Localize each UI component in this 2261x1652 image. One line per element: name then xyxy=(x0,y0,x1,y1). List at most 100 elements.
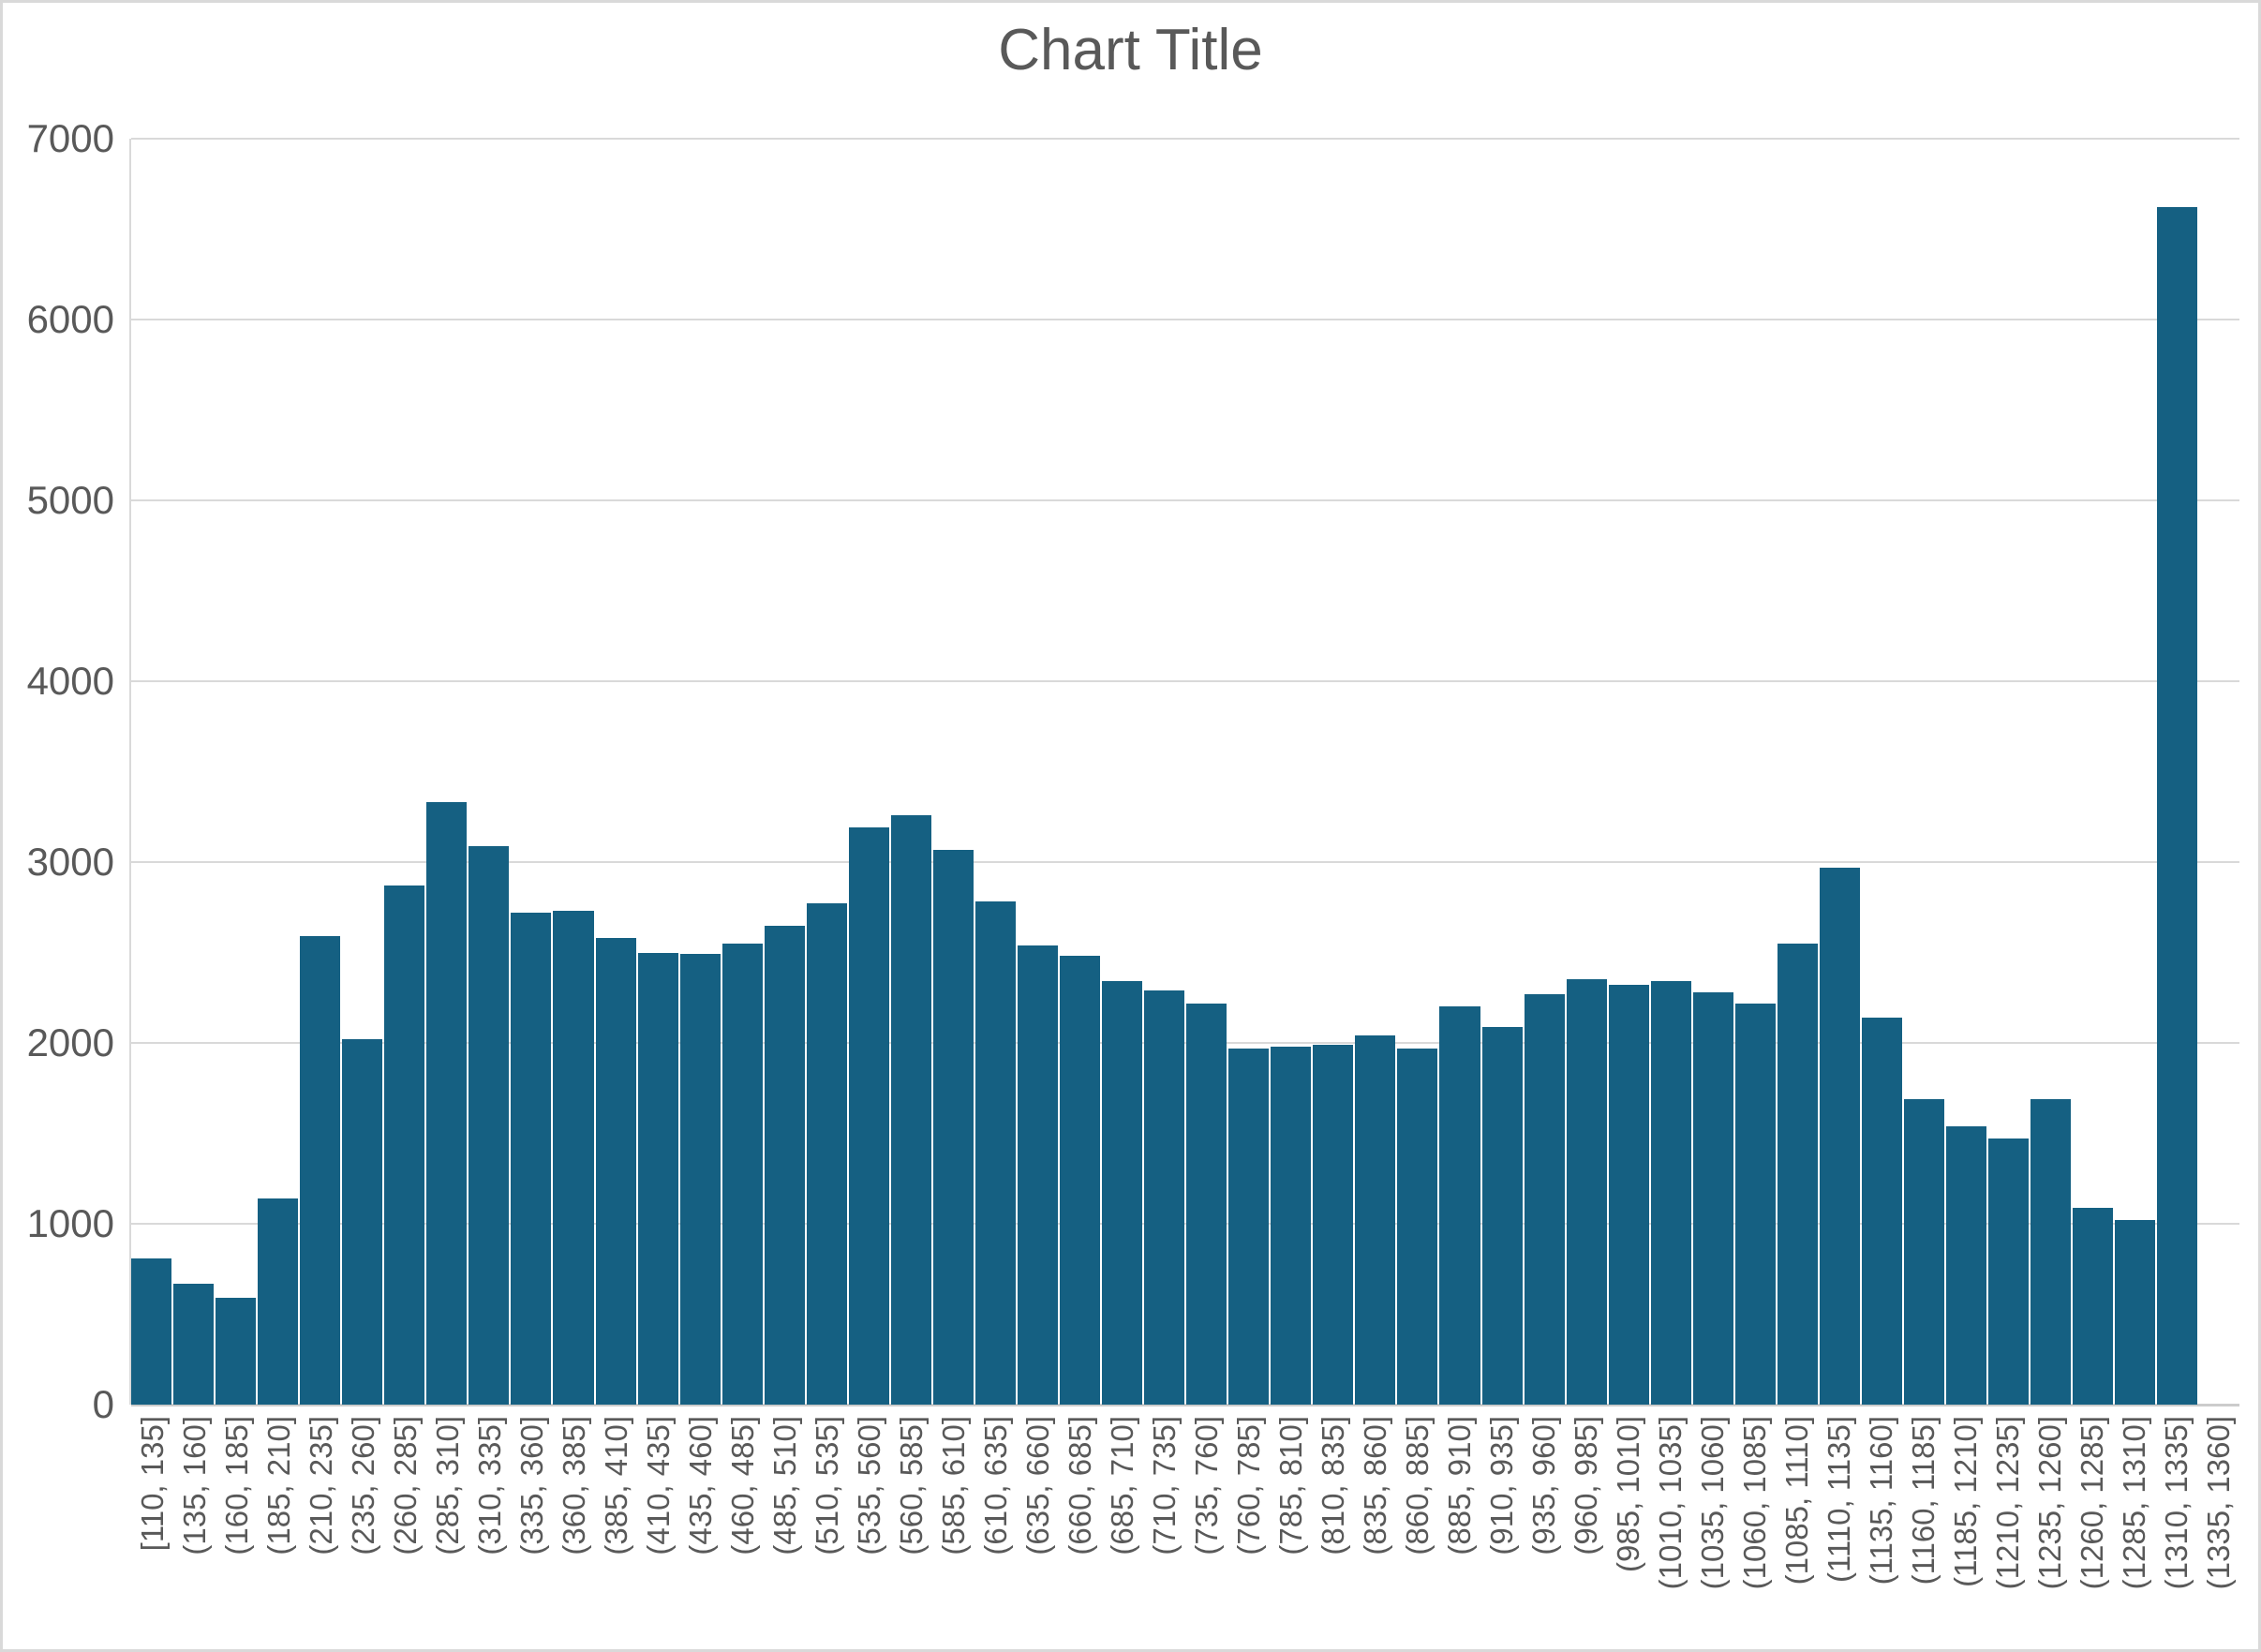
x-tick-cell: (1285, 1310] xyxy=(2113,1416,2155,1645)
x-tick-cell: (710, 735] xyxy=(1143,1416,1185,1645)
x-tick-cell: [110, 135] xyxy=(131,1416,173,1645)
bar xyxy=(1060,956,1101,1405)
x-tick-label: (560, 585] xyxy=(893,1416,929,1555)
y-axis-line xyxy=(129,139,131,1405)
x-tick-label: (1060, 1085] xyxy=(1736,1416,1772,1590)
x-tick-label: (185, 210] xyxy=(260,1416,296,1555)
x-tick-cell: (660, 685] xyxy=(1059,1416,1101,1645)
x-axis-labels: [110, 135] (135, 160] (160, 185] (185, 210]… xyxy=(131,1416,2239,1645)
x-tick-label: (610, 635] xyxy=(977,1416,1013,1555)
x-tick-label: (510, 535] xyxy=(809,1416,844,1555)
x-tick-cell: (1085, 1110] xyxy=(1776,1416,1818,1645)
x-tick-label: (910, 935] xyxy=(1483,1416,1519,1555)
x-tick-cell: (1185, 1210] xyxy=(1944,1416,1986,1645)
bar xyxy=(1650,981,1691,1405)
x-tick-cell: (1035, 1060] xyxy=(1691,1416,1733,1645)
x-tick-cell: (410, 435] xyxy=(637,1416,679,1645)
bar xyxy=(1566,979,1607,1405)
bar xyxy=(679,954,721,1405)
y-tick-label: 6000 xyxy=(26,297,114,341)
bar xyxy=(2157,207,2198,1405)
y-tick-label: 3000 xyxy=(26,840,114,884)
x-tick-cell: (1260, 1285] xyxy=(2071,1416,2113,1645)
x-tick-cell: (910, 935] xyxy=(1480,1416,1523,1645)
x-tick-label: (1285, 1310] xyxy=(2116,1416,2151,1590)
y-tick-label: 1000 xyxy=(26,1201,114,1245)
x-tick-label: (360, 385] xyxy=(556,1416,591,1555)
x-tick-cell: (135, 160] xyxy=(173,1416,216,1645)
x-tick-cell: (210, 235] xyxy=(300,1416,342,1645)
x-tick-label: (460, 485] xyxy=(724,1416,760,1555)
x-tick-label: (135, 160] xyxy=(176,1416,212,1555)
x-tick-cell: (960, 985] xyxy=(1565,1416,1607,1645)
x-tick-label: (1210, 1235] xyxy=(1989,1416,2025,1590)
x-tick-cell: (510, 535] xyxy=(806,1416,848,1645)
bar xyxy=(1271,1046,1312,1405)
x-tick-label: (860, 885] xyxy=(1399,1416,1435,1555)
x-tick-label: (585, 610] xyxy=(935,1416,971,1555)
x-tick-label: (435, 460] xyxy=(682,1416,718,1555)
x-tick-cell: (860, 885] xyxy=(1396,1416,1438,1645)
x-tick-label: (735, 760] xyxy=(1188,1416,1224,1555)
bar xyxy=(258,1198,299,1405)
bar xyxy=(1777,943,1818,1405)
bar xyxy=(1692,991,1733,1405)
x-tick-label: (285, 310] xyxy=(429,1416,465,1555)
x-tick-cell: (235, 260] xyxy=(342,1416,384,1645)
x-tick-label: (760, 785] xyxy=(1230,1416,1266,1555)
gridline xyxy=(131,861,2239,863)
x-tick-cell: (1135, 1160] xyxy=(1860,1416,1902,1645)
x-tick-label: (785, 810] xyxy=(1272,1416,1308,1555)
x-tick-label: (310, 335] xyxy=(471,1416,507,1555)
x-tick-label: (1260, 1285] xyxy=(2074,1416,2109,1590)
gridline xyxy=(131,319,2239,320)
x-tick-cell: (1160, 1185] xyxy=(1902,1416,1944,1645)
x-tick-cell: (1235, 1260] xyxy=(2029,1416,2071,1645)
bar xyxy=(595,938,636,1405)
x-tick-label: (210, 235] xyxy=(303,1416,338,1555)
x-tick-cell: (1210, 1235] xyxy=(1986,1416,2029,1645)
plot-area xyxy=(129,138,2239,1406)
x-tick-label: (1310, 1335] xyxy=(2158,1416,2194,1590)
bar xyxy=(764,925,805,1405)
bars-container xyxy=(131,139,2239,1405)
bar xyxy=(1946,1125,1987,1405)
bar xyxy=(1524,993,1565,1405)
bar xyxy=(1819,867,1860,1405)
y-tick-label: 0 xyxy=(92,1382,114,1426)
bar xyxy=(1355,1035,1396,1405)
y-tick-label: 4000 xyxy=(26,659,114,703)
x-tick-cell: (935, 960] xyxy=(1523,1416,1565,1645)
x-tick-cell: (810, 835] xyxy=(1312,1416,1354,1645)
bar xyxy=(890,814,931,1405)
x-tick-label: (385, 410] xyxy=(598,1416,633,1555)
bar xyxy=(637,952,678,1405)
x-tick-cell: (535, 560] xyxy=(848,1416,890,1645)
x-tick-cell: (385, 410] xyxy=(595,1416,637,1645)
bar xyxy=(1186,1003,1227,1405)
bar xyxy=(2073,1207,2114,1405)
x-tick-label: (1010, 1035] xyxy=(1652,1416,1688,1590)
x-tick-label: (960, 985] xyxy=(1568,1416,1603,1555)
x-tick-cell: (1335, 1360] xyxy=(2197,1416,2239,1645)
gridline xyxy=(131,499,2239,501)
x-tick-label: (335, 360] xyxy=(513,1416,549,1555)
gridline xyxy=(131,138,2239,140)
x-axis-line xyxy=(131,1404,2239,1406)
bar xyxy=(848,827,889,1405)
x-tick-label: (885, 910] xyxy=(1441,1416,1477,1555)
bar xyxy=(131,1258,172,1405)
x-tick-cell: (285, 310] xyxy=(426,1416,469,1645)
x-tick-label: (685, 710] xyxy=(1104,1416,1139,1555)
x-tick-label: (260, 285] xyxy=(387,1416,423,1555)
x-tick-label: (985, 1010] xyxy=(1610,1416,1645,1572)
x-tick-label: (1135, 1160] xyxy=(1863,1416,1898,1585)
bar xyxy=(426,802,468,1405)
bar xyxy=(1734,1003,1776,1405)
x-tick-label: (1035, 1060] xyxy=(1694,1416,1730,1590)
bar xyxy=(173,1283,215,1405)
x-tick-label: (935, 960] xyxy=(1525,1416,1561,1555)
x-tick-cell: (785, 810] xyxy=(1270,1416,1312,1645)
x-tick-label: (1160, 1185] xyxy=(1905,1416,1941,1585)
bar xyxy=(1102,981,1143,1405)
